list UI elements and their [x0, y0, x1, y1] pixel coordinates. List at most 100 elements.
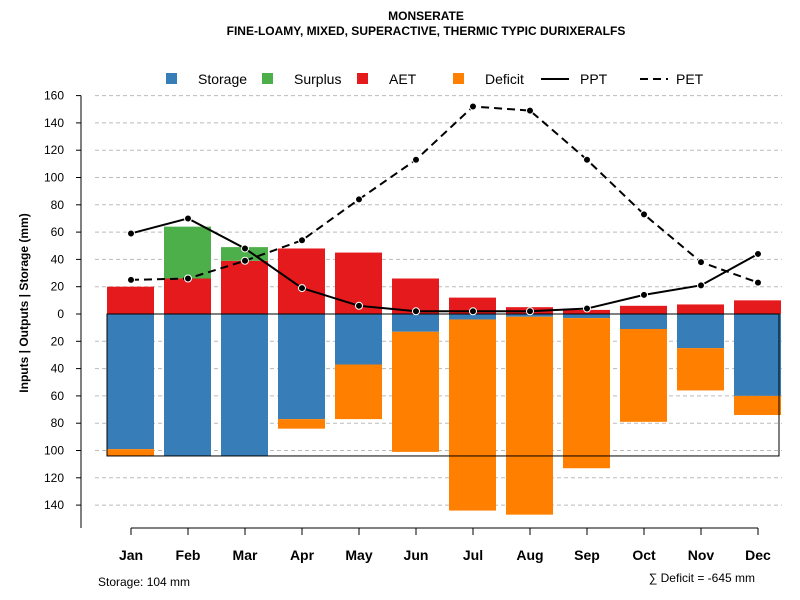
y-tick-label: 20: [51, 280, 65, 294]
y-tick-label: 160: [44, 89, 64, 103]
legend-swatch: [262, 73, 273, 84]
y-tick-label: 60: [51, 389, 65, 403]
storage-bar: [620, 314, 667, 330]
ppt-line: [130, 217, 759, 313]
legend-swatch: [357, 73, 368, 84]
y-axis: 160 140 120 100 80 60 40 20 0 20 40 60 80 100 120 140: [44, 89, 82, 528]
y-tick-label: 20: [51, 334, 65, 348]
storage-capacity-label: Storage: 104 mm: [98, 575, 190, 589]
x-tick-label: May: [345, 547, 372, 563]
deficit-bar: [563, 318, 610, 469]
legend-swatch: [166, 73, 177, 84]
x-tick-label: Feb: [176, 547, 201, 563]
deficit-bar: [335, 364, 382, 420]
y-tick-label: 60: [51, 225, 65, 239]
legend-label: Surplus: [294, 71, 341, 87]
y-tick-label: 40: [51, 252, 65, 266]
deficit-bar: [449, 319, 496, 511]
pet-point: [640, 210, 648, 219]
deficit-bar: [278, 419, 325, 429]
x-tick-label: Oct: [632, 547, 656, 563]
legend-label: Deficit: [485, 71, 524, 87]
deficit-bar: [392, 331, 439, 452]
storage-bar: [677, 314, 724, 349]
deficit-bar: [677, 348, 724, 391]
pet-point: [412, 155, 420, 164]
y-tick-label: 100: [44, 444, 64, 458]
storage-bar: [107, 314, 154, 450]
storage-bar: [221, 314, 268, 456]
ppt-point: [127, 229, 135, 238]
legend-swatch: [453, 73, 464, 84]
aet-bar: [221, 260, 268, 314]
deficit-bar: [107, 449, 154, 456]
ppt-point: [526, 307, 534, 316]
chart-subtitle: FINE-LOAMY, MIXED, SUPERACTIVE, THERMIC …: [227, 24, 626, 38]
y-tick-label: 140: [44, 116, 64, 130]
pet-point: [355, 195, 363, 204]
y-axis-label: Inputs | Outputs | Storage (mm): [17, 213, 31, 392]
ppt-point: [640, 290, 648, 299]
pet-point: [583, 155, 591, 164]
pet-point: [697, 258, 705, 267]
aet-bar: [164, 278, 211, 314]
aet-bar: [278, 248, 325, 314]
storage-bar: [563, 314, 610, 319]
x-tick-label: Nov: [688, 547, 715, 563]
legend-label: PET: [676, 71, 704, 87]
ppt-point: [355, 301, 363, 310]
storage-bar: [449, 314, 496, 320]
ppt-point: [184, 214, 192, 223]
aet-bar: [449, 297, 496, 314]
legend-label: AET: [389, 71, 417, 87]
storage-bar: [506, 314, 553, 317]
y-tick-label: 0: [57, 307, 64, 321]
aet-bar: [620, 305, 667, 314]
deficit-bar: [734, 395, 781, 416]
storage-frame: [106, 313, 780, 457]
x-tick-label: Mar: [233, 547, 258, 563]
ppt-point: [241, 244, 249, 253]
y-tick-label: 120: [44, 471, 64, 485]
deficit-bar: [506, 316, 553, 515]
x-tick-label: Aug: [516, 547, 543, 563]
ppt-point: [583, 304, 591, 313]
storage-bar: [164, 314, 211, 456]
y-tick-label: 120: [44, 143, 64, 157]
legend-label: PPT: [580, 71, 608, 87]
y-tick-label: 80: [51, 416, 65, 430]
aet-bar: [734, 300, 781, 314]
x-tick-label: Jul: [463, 547, 483, 563]
x-axis: Jan Feb Mar Apr May Jun Jul Aug Sep Oct Nov Dec: [119, 527, 771, 563]
aet-bar: [677, 304, 724, 314]
y-tick-label: 80: [51, 198, 65, 212]
ppt-point: [469, 307, 477, 316]
surplus-bar: [164, 226, 211, 279]
x-tick-label: Jun: [404, 547, 429, 563]
storage-bar: [734, 314, 781, 396]
pet-point: [298, 236, 306, 245]
lines: [127, 102, 762, 316]
pet-point: [469, 102, 477, 111]
ppt-point: [754, 249, 762, 258]
ppt-point: [412, 307, 420, 316]
legend: Storage Surplus AET Deficit PPT PET: [166, 71, 704, 87]
pet-point: [526, 106, 534, 115]
ppt-point: [697, 281, 705, 290]
chart-title: MONSERATE: [388, 9, 464, 23]
deficit-sum-label: ∑ Deficit = -645 mm: [649, 571, 755, 585]
x-tick-label: Apr: [290, 547, 315, 563]
legend-label: Storage: [198, 71, 247, 87]
pet-point: [184, 274, 192, 283]
aet-bar: [107, 286, 154, 314]
y-tick-label: 140: [44, 498, 64, 512]
y-tick-label: 40: [51, 362, 65, 376]
x-tick-label: Dec: [745, 547, 771, 563]
x-tick-label: Jan: [119, 547, 143, 563]
storage-bar: [392, 314, 439, 332]
pet-point: [241, 256, 249, 265]
bars: [107, 226, 781, 515]
ppt-point: [298, 284, 306, 293]
x-tick-label: Sep: [574, 547, 600, 563]
